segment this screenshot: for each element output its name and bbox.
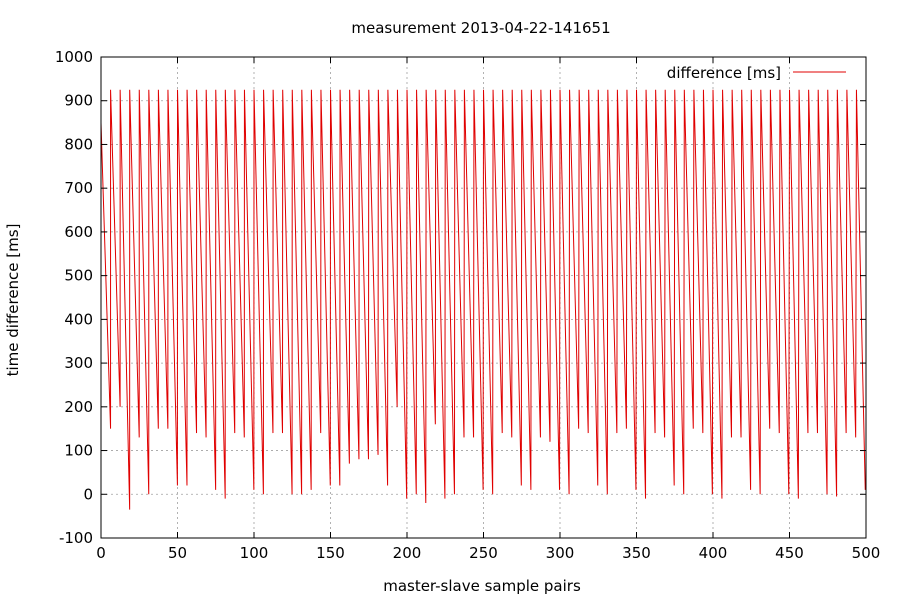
x-axis-label: master-slave sample pairs bbox=[383, 577, 581, 595]
x-tick-label: 500 bbox=[852, 544, 881, 562]
x-tick-label: 50 bbox=[168, 544, 187, 562]
y-tick-label: 300 bbox=[64, 354, 93, 372]
x-tick-label: 450 bbox=[775, 544, 804, 562]
x-tick-label: 300 bbox=[546, 544, 575, 562]
x-tick-label: 200 bbox=[393, 544, 422, 562]
y-tick-label: 600 bbox=[64, 223, 93, 241]
y-tick-label: 800 bbox=[64, 135, 93, 153]
legend: difference [ms] bbox=[667, 64, 846, 82]
axis-ticks: 0 50 100 150 200 250 300 350 400 450 500-100010020… bbox=[55, 48, 881, 562]
y-tick-label: 900 bbox=[64, 92, 93, 110]
legend-label: difference [ms] bbox=[667, 64, 781, 82]
y-axis-label: time difference [ms] bbox=[4, 224, 22, 377]
x-tick-label: 400 bbox=[699, 544, 728, 562]
x-tick-label: 250 bbox=[469, 544, 498, 562]
chart-title: measurement 2013-04-22-141651 bbox=[351, 19, 610, 37]
y-tick-label: 700 bbox=[64, 179, 93, 197]
y-tick-label: 400 bbox=[64, 310, 93, 328]
y-tick-label: 0 bbox=[83, 485, 93, 503]
y-tick-label: 500 bbox=[64, 267, 93, 285]
x-tick-label: 100 bbox=[240, 544, 269, 562]
x-tick-label: 0 bbox=[96, 544, 106, 562]
x-tick-label: 350 bbox=[622, 544, 651, 562]
data-series bbox=[101, 89, 866, 510]
y-tick-label: 1000 bbox=[55, 48, 93, 66]
series-line-difference bbox=[101, 89, 866, 510]
y-tick-label: 200 bbox=[64, 398, 93, 416]
x-tick-label: 150 bbox=[316, 544, 345, 562]
y-tick-label: -100 bbox=[59, 529, 93, 547]
y-tick-label: 100 bbox=[64, 442, 93, 460]
